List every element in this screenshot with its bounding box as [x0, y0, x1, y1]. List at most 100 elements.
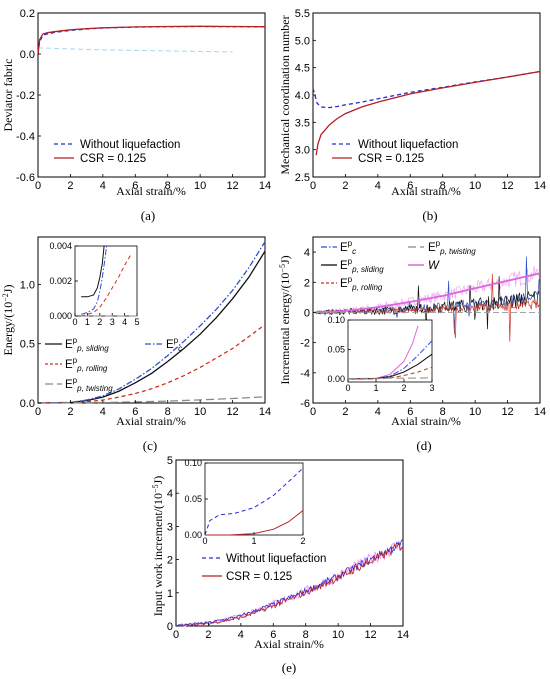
y-axis-label: Deviator fabric — [1, 59, 15, 132]
y-tick-label: 2 — [304, 277, 310, 289]
plot-area — [312, 256, 541, 342]
legend-label-twisting: Epp, twisting — [65, 376, 113, 393]
panel-caption: (b) — [422, 208, 437, 223]
x-tick-label: 6 — [270, 629, 276, 641]
inset-series-line — [205, 510, 304, 536]
legend-label: CSR = 0.125 — [226, 571, 292, 583]
inset-plot: 0 1 2 3 4 5 0.000 0.002 0.004 — [49, 241, 139, 327]
x-tick-label: 8 — [440, 180, 446, 192]
y-tick-label: 2.5 — [295, 172, 310, 184]
inset-frame — [204, 462, 304, 536]
inset-series-line — [347, 377, 433, 379]
legend-label: Without liquefaction — [358, 139, 458, 151]
y-tick-label: 0.5 — [20, 339, 35, 351]
series-line — [315, 70, 541, 156]
legend-label-rolling: Epp, rolling — [65, 356, 108, 373]
x-tick-label: 8 — [165, 180, 171, 192]
inset-series-line — [204, 467, 304, 536]
x-tick-label: 6 — [132, 406, 138, 418]
tick-labels: 0 2 4 6 8 10 12 14 2.5 3.0 3.5 4.0 4.5 5.0 5.5 — [295, 8, 546, 192]
x-tick-label: 5 — [134, 317, 139, 327]
x-tick-label: 10 — [194, 180, 206, 192]
series-w — [312, 272, 541, 314]
x-tick-label: 8 — [440, 406, 446, 418]
x-tick-label: 4 — [238, 629, 244, 641]
series-rolling — [316, 273, 540, 342]
x-tick-label: 0 — [202, 536, 207, 546]
x-tick-label: 2 — [67, 180, 73, 192]
x-tick-label: 0 — [310, 406, 316, 418]
x-tick-label: 12 — [226, 180, 238, 192]
plot-area — [37, 25, 266, 55]
x-tick-label: 2 — [342, 406, 348, 418]
x-tick-label: 2 — [401, 383, 406, 393]
y-tick-label: 0.05 — [184, 494, 202, 504]
x-tick-label: 1 — [85, 317, 90, 327]
x-tick-label: 8 — [165, 406, 171, 418]
x-axis-label: Axial strain/% — [391, 184, 461, 198]
legend: Epc Epp, twisting Epp, sliding W Epp, ro… — [321, 239, 476, 292]
y-tick-label: -2 — [300, 338, 310, 350]
plot-area — [312, 70, 541, 156]
legend-label-sliding: Epp, sliding — [65, 336, 109, 353]
plot-area — [37, 241, 266, 404]
x-tick-label: 4 — [375, 406, 381, 418]
x-tick-label: 2 — [342, 180, 348, 192]
x-axis-label: Axial strain/% — [116, 184, 186, 198]
y-tick-label: 4.0 — [295, 90, 310, 102]
y-tick-label: 0 — [304, 307, 310, 319]
y-tick-label: 5.5 — [295, 8, 310, 20]
y-tick-label: 0.002 — [49, 276, 72, 286]
x-tick-label: 14 — [397, 629, 409, 641]
plot-frame — [312, 12, 541, 178]
panel-caption: (c) — [143, 438, 157, 453]
panel-b: 0 2 4 6 8 10 12 14 2.5 3.0 3.5 4.0 4.5 5.0 5.5 Axial s… — [278, 8, 546, 223]
x-tick-label: 10 — [332, 629, 344, 641]
y-tick-label: 3.5 — [295, 117, 310, 129]
inset-series-line — [81, 254, 132, 317]
series-line — [37, 250, 266, 404]
x-tick-label: 10 — [469, 406, 481, 418]
x-tick-label: 10 — [194, 406, 206, 418]
inset-plot: 0 1 2 0.00 0.05 0.10 — [184, 458, 305, 546]
y-tick-label: 0 — [167, 621, 173, 633]
x-tick-label: 1 — [373, 383, 378, 393]
x-tick-label: 12 — [226, 406, 238, 418]
x-tick-label: 14 — [534, 406, 546, 418]
y-tick-label: 3 — [167, 521, 173, 533]
y-axis-label: Energy/(10−2J) — [1, 285, 15, 356]
x-tick-label: 14 — [259, 180, 271, 192]
inset-series-line — [81, 245, 108, 315]
series-line — [177, 542, 403, 627]
y-tick-label: 0.05 — [327, 345, 345, 355]
x-tick-label: 2 — [300, 536, 305, 546]
y-tick-label: 2 — [167, 555, 173, 567]
series-line — [37, 324, 266, 404]
plot-frame — [37, 12, 266, 178]
x-tick-label: 14 — [534, 180, 546, 192]
y-tick-label: 3.0 — [295, 145, 310, 157]
tick-labels: 0 2 4 6 8 10 12 140.00.51.0 — [20, 279, 271, 418]
x-tick-label: 6 — [132, 180, 138, 192]
x-tick-label: 14 — [259, 406, 271, 418]
y-tick-label: 0.000 — [49, 311, 72, 321]
legend-label-rolling: Epp, rolling — [340, 275, 383, 292]
plot-area — [177, 539, 403, 627]
legend-label: Without liquefaction — [226, 553, 326, 565]
y-axis-label: Mechanical coordination number — [278, 15, 292, 174]
x-tick-label: 12 — [364, 629, 376, 641]
y-tick-label: 1.0 — [20, 279, 35, 291]
series-line — [37, 241, 266, 404]
plot-frame — [312, 236, 541, 404]
inset-frame — [347, 319, 433, 383]
x-tick-label: 4 — [122, 317, 127, 327]
x-tick-label: 1 — [251, 536, 256, 546]
x-tick-label: 10 — [469, 180, 481, 192]
y-tick-label: 0.2 — [20, 8, 35, 20]
x-tick-label: 8 — [303, 629, 309, 641]
y-tick-label: 4 — [167, 488, 173, 500]
plot-frame — [175, 459, 404, 627]
legend-label-ec: Epc — [340, 239, 356, 256]
series-line — [37, 396, 266, 404]
